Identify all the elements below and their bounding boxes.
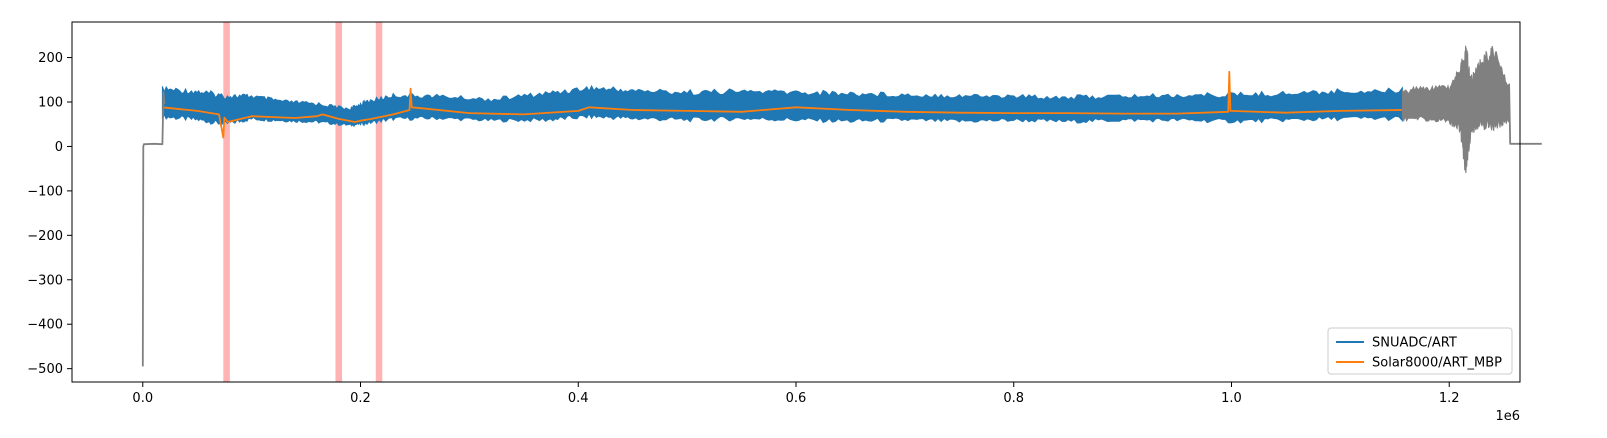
x-tick-label: 0.6 bbox=[786, 391, 807, 406]
x-tick-label: 0.0 bbox=[132, 391, 153, 406]
x-tick-label: 0.8 bbox=[1003, 391, 1024, 406]
highlight-span-0 bbox=[223, 22, 230, 382]
y-axis: 200 100 0 −100 −200 −300 −400 −500 bbox=[27, 51, 72, 377]
y-tick-label: 0 bbox=[55, 140, 63, 155]
highlight-span-2 bbox=[375, 22, 383, 382]
series-band-snuadc-art bbox=[161, 84, 1403, 127]
x-tick-label: 1.2 bbox=[1439, 391, 1460, 406]
y-tick-label: −500 bbox=[27, 362, 63, 377]
legend: SNUADC/ART Solar8000/ART_MBP bbox=[1327, 327, 1513, 375]
highlight-spans bbox=[223, 22, 383, 382]
legend-entry-label: SNUADC/ART bbox=[1372, 336, 1457, 351]
x-axis-offset-label: 1e6 bbox=[1495, 409, 1520, 424]
y-tick-label: 100 bbox=[38, 96, 63, 111]
legend-box bbox=[1327, 327, 1513, 375]
legend-entry-label: Solar8000/ART_MBP bbox=[1372, 356, 1502, 371]
y-tick-label: −100 bbox=[27, 184, 63, 199]
y-tick-label: −300 bbox=[27, 273, 63, 288]
x-tick-label: 0.4 bbox=[568, 391, 589, 406]
y-tick-label: 200 bbox=[38, 51, 63, 66]
series-line-solar8000-art-mbp bbox=[162, 70, 1403, 139]
plot-series bbox=[141, 45, 1542, 367]
x-tick-label: 0.2 bbox=[350, 391, 371, 406]
x-tick-label: 1.0 bbox=[1221, 391, 1242, 406]
y-tick-label: −400 bbox=[27, 318, 63, 333]
series-line-raw-4 bbox=[1508, 84, 1542, 145]
series-line-raw-2 bbox=[141, 91, 166, 367]
highlight-span-1 bbox=[335, 22, 343, 382]
y-tick-label: −200 bbox=[27, 229, 63, 244]
x-axis: 0.0 0.2 0.4 0.6 0.8 1.0 1.2 bbox=[132, 382, 1460, 406]
